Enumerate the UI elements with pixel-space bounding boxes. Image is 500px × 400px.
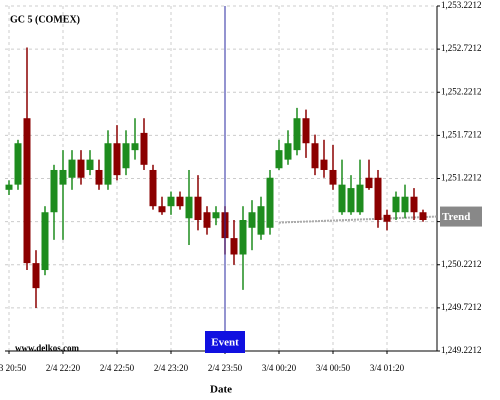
watermark: www.delkos.com — [15, 343, 80, 353]
candle-body — [275, 150, 283, 169]
candle-body — [320, 159, 328, 170]
event-box — [205, 331, 245, 353]
y-tick-label: 1,250.2212 — [441, 259, 482, 269]
candle-body — [185, 196, 193, 219]
candle-body — [86, 159, 94, 170]
candle-body — [212, 212, 220, 219]
candle-body — [338, 184, 346, 213]
candle-body — [293, 118, 301, 151]
candle-body — [302, 118, 310, 144]
x-tick-label: 3/4 00:20 — [262, 363, 297, 373]
candle-body — [410, 196, 418, 213]
candle-body — [374, 177, 382, 221]
trend-line — [278, 215, 438, 224]
y-tick-label: 1,249.7212 — [441, 302, 482, 312]
candle-body — [104, 143, 112, 185]
trend-box — [440, 206, 482, 227]
candle-body — [248, 212, 256, 228]
y-tick-label: 1,252.2212 — [441, 86, 482, 96]
candle-body — [311, 143, 319, 169]
y-tick-label: 1,252.7212 — [441, 43, 482, 53]
candle-body — [392, 196, 400, 213]
x-tick-label: 2/4 23:50 — [208, 363, 243, 373]
candle-body — [140, 132, 148, 165]
candle-body — [266, 177, 274, 228]
x-tick-label: 3/4 01:20 — [370, 363, 405, 373]
event-label: Event — [211, 337, 239, 349]
x-tick-label: 2/4 23:20 — [154, 363, 189, 373]
candle-body — [203, 212, 211, 228]
candle-body — [194, 196, 202, 221]
trend-label: Trend — [442, 211, 470, 223]
candle-body — [14, 143, 22, 185]
candle-body — [23, 118, 31, 264]
candle-body — [122, 143, 130, 169]
candle-body — [284, 143, 292, 160]
x-tick-label: 2/4 22:20 — [46, 363, 81, 373]
candle-body — [77, 159, 85, 178]
candle-body — [131, 143, 139, 151]
candle-body — [356, 184, 364, 213]
candle-body — [347, 188, 355, 213]
candle-body — [95, 169, 103, 185]
x-tick-label: 2/4 22:50 — [100, 363, 135, 373]
candle-body — [365, 177, 373, 189]
candle-body — [50, 169, 58, 213]
y-tick-label: 1,251.2212 — [441, 173, 482, 183]
candle-body — [113, 143, 121, 176]
chart-title: GC 5 (COMEX) — [10, 14, 80, 25]
candle-body — [329, 169, 337, 185]
x-tick-label: 3/4 00:50 — [316, 363, 351, 373]
y-tick-label: 1,253.2212 — [441, 0, 482, 10]
candle-body — [383, 214, 391, 222]
x-tick-label: 2/3 20:50 — [0, 363, 27, 373]
candle-body — [41, 212, 49, 271]
candle-body — [419, 212, 427, 221]
candle-body — [59, 169, 67, 185]
candle-body — [239, 220, 247, 255]
candle-body — [5, 184, 13, 190]
candle-body — [158, 206, 166, 213]
y-tick-label: 1,251.7212 — [441, 129, 482, 139]
candle-body — [32, 263, 40, 289]
candle-body — [176, 196, 184, 207]
x-axis-title: Date — [210, 384, 232, 396]
candle-body — [257, 206, 265, 235]
candle-body — [149, 169, 157, 207]
candle-body — [401, 196, 409, 213]
candle-body — [167, 196, 175, 207]
y-tick-label: 1,249.2212 — [441, 345, 482, 355]
candle-body — [230, 238, 238, 255]
candle-body — [68, 159, 76, 178]
